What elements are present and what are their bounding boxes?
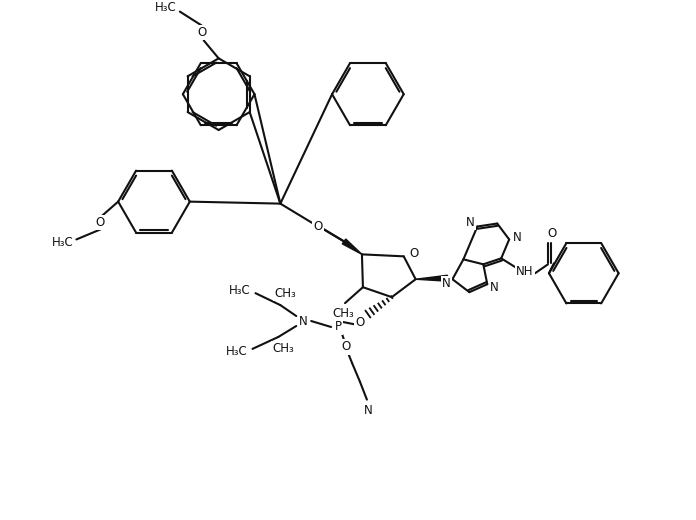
Text: N: N bbox=[363, 404, 372, 417]
Text: O: O bbox=[95, 216, 105, 229]
Text: N: N bbox=[299, 315, 308, 328]
Text: O: O bbox=[547, 227, 557, 240]
Text: H₃C: H₃C bbox=[155, 1, 177, 14]
Text: CH₃: CH₃ bbox=[272, 342, 294, 355]
Text: O: O bbox=[356, 316, 365, 329]
Text: H₃C: H₃C bbox=[229, 284, 251, 297]
Text: P: P bbox=[335, 320, 342, 333]
Text: N: N bbox=[466, 216, 475, 229]
Polygon shape bbox=[342, 239, 362, 254]
Text: N: N bbox=[513, 231, 521, 244]
Text: H₃C: H₃C bbox=[52, 236, 73, 249]
Text: N: N bbox=[442, 277, 451, 290]
Text: N: N bbox=[490, 281, 498, 294]
Text: O: O bbox=[313, 220, 323, 233]
Text: CH₃: CH₃ bbox=[332, 307, 354, 320]
Text: NH: NH bbox=[516, 265, 534, 278]
Text: O: O bbox=[197, 26, 207, 39]
Text: CH₃: CH₃ bbox=[274, 287, 296, 300]
Text: O: O bbox=[409, 247, 418, 260]
Polygon shape bbox=[416, 275, 448, 281]
Text: H₃C: H₃C bbox=[226, 345, 248, 358]
Text: O: O bbox=[341, 341, 351, 354]
